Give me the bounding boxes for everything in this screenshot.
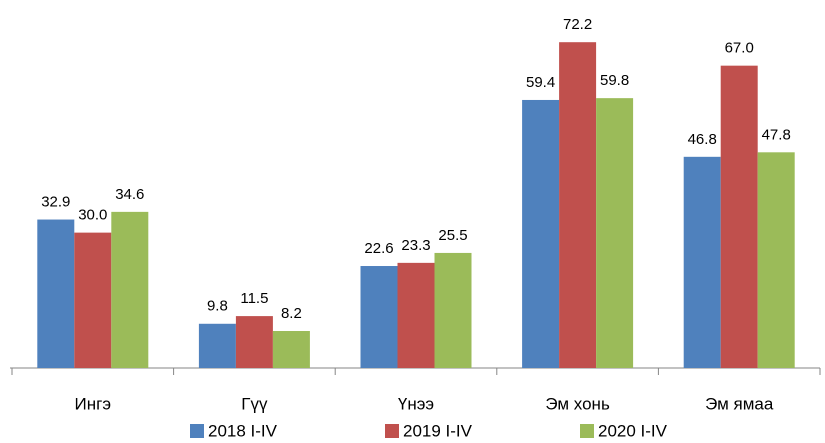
data-label: 11.5 xyxy=(240,290,268,307)
bar xyxy=(272,330,310,368)
data-label: 23.3 xyxy=(401,237,430,254)
bar xyxy=(559,42,597,368)
bar xyxy=(757,152,795,368)
x-tick-label: Ингэ xyxy=(75,394,111,413)
bar xyxy=(522,99,560,369)
x-tick-label: Эм хонь xyxy=(545,394,610,413)
bar xyxy=(434,252,472,368)
data-label: 47.8 xyxy=(762,126,791,143)
legend-swatch xyxy=(580,424,594,438)
x-tick-label: Эм ямаа xyxy=(705,394,774,413)
data-label: 25.5 xyxy=(438,227,467,244)
data-label: 8.2 xyxy=(281,305,302,322)
bar xyxy=(720,65,758,368)
data-label: 30.0 xyxy=(78,207,107,224)
bar xyxy=(235,316,273,368)
data-label: 59.4 xyxy=(526,74,555,91)
bar xyxy=(360,266,398,368)
legend-label: 2020 I-IV xyxy=(598,421,668,440)
bar xyxy=(198,323,236,368)
data-label: 32.9 xyxy=(41,194,70,211)
bar xyxy=(111,211,149,368)
legend-label: 2018 I-IV xyxy=(208,421,278,440)
x-tick-label: Гүү xyxy=(241,394,268,413)
x-tick-label: Үнээ xyxy=(398,394,434,413)
data-label: 67.0 xyxy=(725,40,754,57)
bar xyxy=(596,98,634,368)
legend-swatch xyxy=(385,424,399,438)
data-label: 46.8 xyxy=(688,131,717,148)
data-label: 9.8 xyxy=(207,298,228,315)
bar xyxy=(74,232,112,368)
data-label: 34.6 xyxy=(115,186,144,203)
legend-swatch xyxy=(190,424,204,438)
data-label: 72.2 xyxy=(563,16,592,33)
data-label: 22.6 xyxy=(364,240,393,257)
data-label: 59.8 xyxy=(600,72,629,89)
bar xyxy=(683,156,721,368)
bar xyxy=(37,219,75,368)
legend-label: 2019 I-IV xyxy=(403,421,473,440)
bar xyxy=(397,262,435,368)
